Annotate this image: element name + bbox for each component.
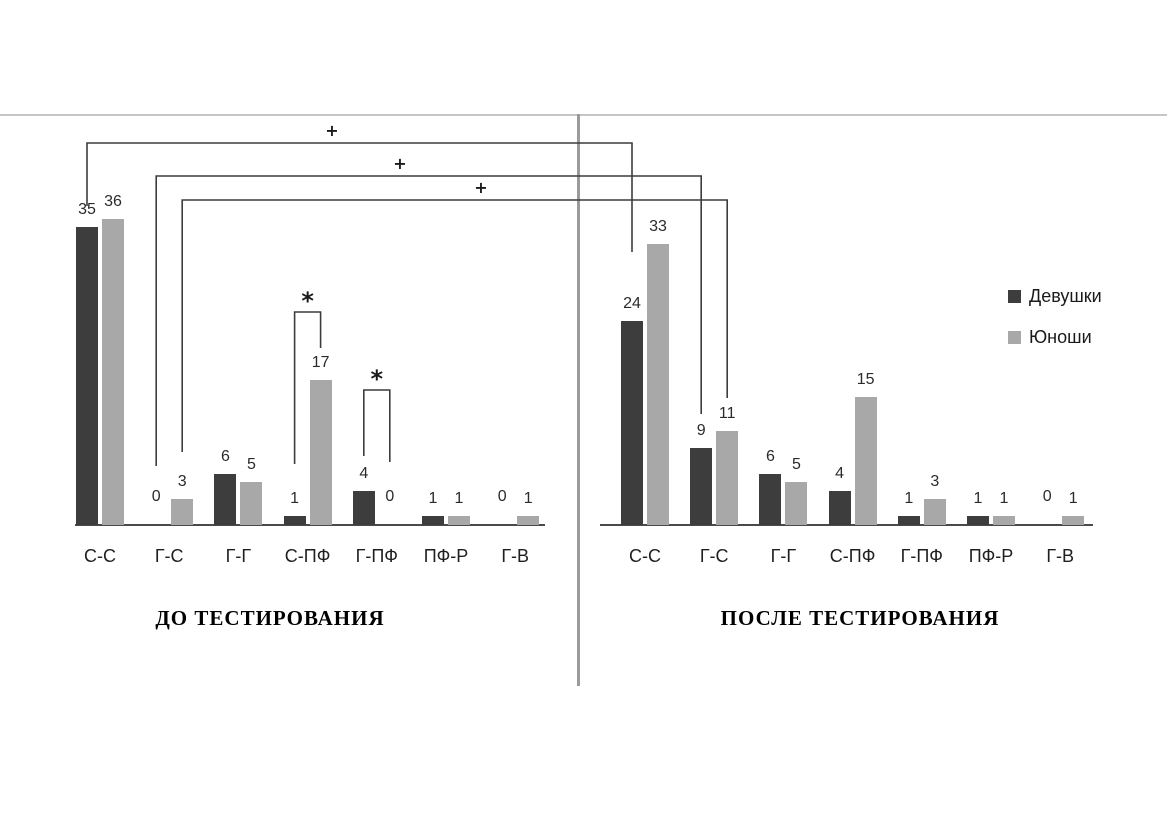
bar-Юноши-С-С (647, 244, 669, 525)
left-axis-line (75, 524, 545, 526)
bar-Юноши-С-С (102, 219, 124, 525)
category-label-С-С: С-С (84, 546, 116, 566)
bar-Юноши-С-ПФ (309, 380, 332, 525)
value-label: 1 (290, 490, 300, 507)
value-label: 1 (523, 490, 533, 507)
value-label: 9 (696, 422, 706, 439)
bar-Юноши-Г-Г (240, 482, 263, 525)
value-label: 1 (999, 490, 1009, 507)
right-axis-line (600, 524, 1093, 526)
bar-Девушки-С-ПФ (283, 516, 306, 525)
bar-Девушки-Г-ПФ (352, 491, 375, 525)
value-label: 33 (649, 218, 667, 235)
category-label-Г-В: Г-В (501, 546, 530, 566)
category-label-С-ПФ: С-ПФ (829, 546, 876, 566)
category-label-ПФ-Р: ПФ-Р (423, 546, 469, 566)
bar-Юноши-Г-Г (785, 482, 808, 525)
value-label: 4 (835, 465, 845, 482)
category-label-Г-В: Г-В (1046, 546, 1075, 566)
category-label-Г-Г: Г-Г (770, 546, 797, 566)
value-label: 4 (359, 465, 369, 482)
value-label: 6 (765, 448, 775, 465)
bar-Юноши-ПФ-Р (993, 516, 1015, 525)
category-label-Г-С: Г-С (699, 546, 729, 566)
bar-Девушки-С-ПФ (828, 491, 851, 525)
bar-Девушки-С-С (76, 227, 98, 525)
bar-Юноши-Г-ПФ (923, 499, 946, 525)
value-label: 3 (177, 473, 187, 490)
value-label: 11 (718, 405, 736, 422)
legend: Девушки Юноши (1008, 286, 1102, 348)
legend-item-girls: Девушки (1008, 286, 1102, 307)
bar-Юноши-Г-С (171, 499, 194, 525)
value-label: 1 (454, 490, 464, 507)
legend-swatch-girls (1008, 290, 1021, 303)
value-label: 5 (791, 456, 801, 473)
legend-label-girls: Девушки (1029, 286, 1102, 306)
category-label-Г-ПФ: Г-ПФ (900, 546, 943, 566)
value-label: 24 (623, 295, 641, 312)
value-label: 0 (497, 488, 507, 505)
bar-Юноши-Г-С (716, 431, 739, 525)
bar-Девушки-Г-ПФ (897, 516, 920, 525)
legend-label-boys: Юноши (1029, 327, 1092, 347)
bar-Девушки-Г-Г (214, 474, 237, 525)
value-label: 0 (1042, 488, 1052, 505)
value-label: 15 (856, 371, 875, 388)
bar-Девушки-ПФ-Р (967, 516, 989, 525)
category-label-Г-ПФ: Г-ПФ (355, 546, 398, 566)
category-label-Г-С: Г-С (154, 546, 184, 566)
value-label: 17 (311, 354, 330, 371)
value-label: 5 (246, 456, 256, 473)
category-label-С-ПФ: С-ПФ (284, 546, 331, 566)
category-label-С-С: С-С (629, 546, 661, 566)
value-label: 3 (930, 473, 940, 490)
bar-Девушки-Г-Г (759, 474, 782, 525)
bar-Девушки-ПФ-Р (422, 516, 444, 525)
bar-Юноши-Г-В (517, 516, 540, 525)
legend-swatch-boys (1008, 331, 1021, 344)
bar-Юноши-ПФ-Р (448, 516, 470, 525)
category-label-ПФ-Р: ПФ-Р (968, 546, 1014, 566)
bar-Юноши-С-ПФ (854, 397, 877, 525)
value-label: 1 (904, 490, 914, 507)
right-panel-title: ПОСЛЕ ТЕСТИРОВАНИЯ (720, 606, 1000, 630)
value-label: 1 (428, 490, 438, 507)
value-label: 0 (151, 488, 161, 505)
top-border-line (0, 114, 1167, 116)
value-label: 0 (385, 488, 395, 505)
bar-Юноши-Г-В (1062, 516, 1085, 525)
left-panel-title: ДО ТЕСТИРОВАНИЯ (155, 606, 385, 630)
bar-Девушки-Г-С (690, 448, 713, 525)
bar-Девушки-С-С (621, 321, 643, 525)
value-label: 1 (1068, 490, 1078, 507)
legend-item-boys: Юноши (1008, 327, 1102, 348)
category-label-Г-Г: Г-Г (225, 546, 252, 566)
value-label: 1 (973, 490, 983, 507)
value-label: 36 (104, 193, 122, 210)
